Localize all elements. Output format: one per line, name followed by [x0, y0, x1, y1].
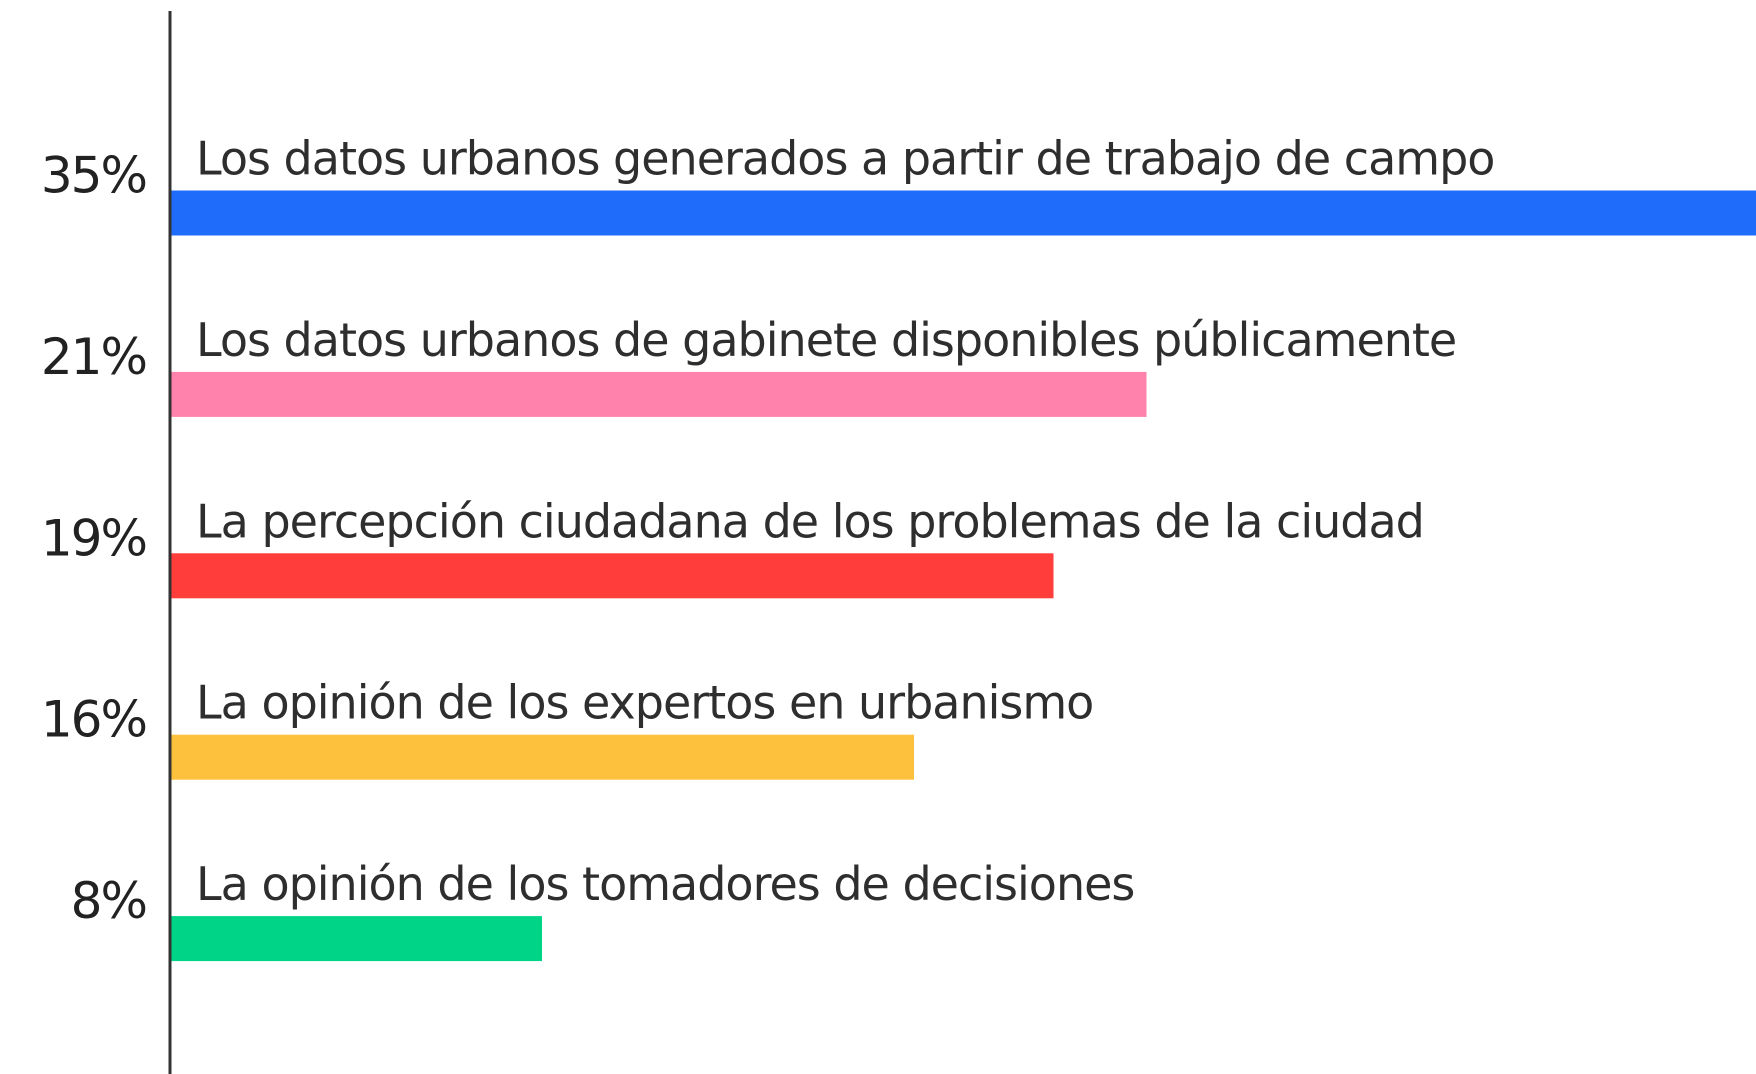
value-label: 8% [71, 872, 146, 930]
value-label: 19% [41, 509, 146, 567]
bar [170, 371, 1147, 417]
category-label: La opinión de los expertos en urbanismo [196, 676, 1093, 730]
category-label: La percepción ciudadana de los problemas… [196, 494, 1424, 548]
bar [170, 734, 914, 780]
value-label: 21% [41, 328, 146, 386]
category-label: La opinión de los tomadores de decisione… [196, 857, 1134, 911]
value-label: 16% [41, 691, 146, 749]
bar [170, 916, 542, 962]
category-label: Los datos urbanos de gabinete disponible… [196, 313, 1456, 367]
value-label: 35% [41, 147, 146, 205]
bar [170, 190, 1756, 236]
bar [170, 553, 1054, 599]
category-label: Los datos urbanos generados a partir de … [196, 132, 1494, 186]
